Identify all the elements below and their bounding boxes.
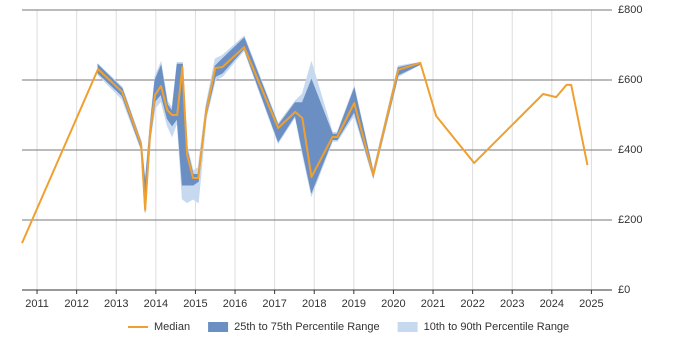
x-tick-label: 2014: [144, 298, 168, 310]
legend-swatch: [397, 322, 418, 332]
x-tick-label: 2011: [25, 298, 49, 310]
x-tick-label: 2018: [302, 298, 326, 310]
x-tick-label: 2025: [579, 298, 603, 310]
x-tick-label: 2022: [460, 298, 484, 310]
x-tick-label: 2019: [342, 298, 366, 310]
x-tick-label: 2016: [223, 298, 247, 310]
x-tick-label: 2020: [381, 298, 405, 310]
y-tick-label: £0: [618, 284, 630, 296]
y-tick-label: £800: [618, 4, 642, 16]
x-tick-label: 2021: [421, 298, 445, 310]
legend-label: 10th to 90th Percentile Range: [424, 321, 570, 333]
y-tick-label: £600: [618, 74, 642, 86]
x-tick-label: 2013: [104, 298, 128, 310]
x-tick-label: 2012: [64, 298, 88, 310]
legend-label: 25th to 75th Percentile Range: [234, 321, 380, 333]
x-tick-label: 2015: [183, 298, 207, 310]
x-tick-label: 2023: [500, 298, 524, 310]
y-tick-label: £400: [618, 144, 642, 156]
x-tick-label: 2017: [262, 298, 286, 310]
legend-swatch: [208, 322, 229, 332]
legend-label: Median: [154, 321, 190, 333]
y-tick-label: £200: [618, 214, 642, 226]
x-tick-label: 2024: [540, 298, 564, 310]
line: [21, 46, 589, 244]
